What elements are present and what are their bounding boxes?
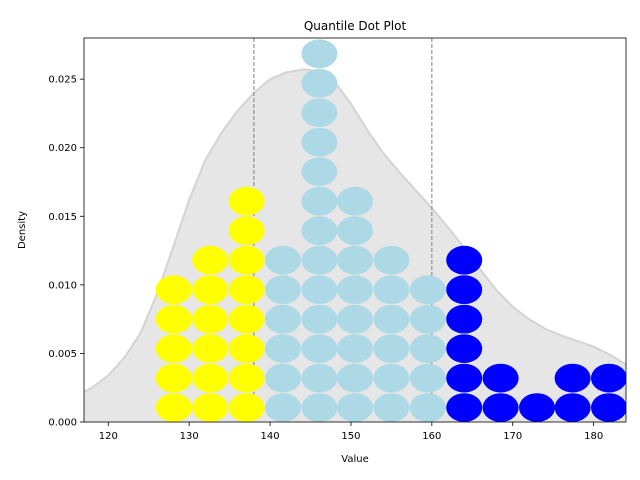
dot-middle-stack0-5 (265, 245, 301, 275)
dot-high-stack2-0 (519, 393, 556, 422)
dot-middle-stack0-4 (265, 275, 301, 305)
dot-low-stack2-2 (228, 334, 265, 364)
dot-low-stack0-0 (155, 393, 192, 422)
x-tick-label: 180 (584, 431, 603, 442)
dot-middle-stack3-4 (373, 275, 410, 305)
dot-middle-stack4-0 (409, 393, 446, 422)
dot-middle-stack4-3 (409, 304, 446, 334)
dot-middle-stack1-2 (301, 334, 338, 364)
dot-middle-stack0-1 (265, 363, 301, 393)
dot-middle-stack1-5 (301, 245, 338, 275)
x-tick-label: 160 (422, 431, 441, 442)
dot-middle-stack2-5 (337, 245, 373, 275)
x-axis: 120 130 140 150 160 170 180 (99, 422, 603, 442)
y-tick-label: 0.015 (48, 212, 77, 223)
dot-low-stack2-4 (228, 275, 265, 305)
dot-middle-stack3-5 (373, 245, 410, 275)
dot-middle-stack3-0 (373, 393, 410, 422)
x-tick-label: 140 (261, 431, 280, 442)
dot-middle-stack3-3 (373, 304, 410, 334)
dot-low-stack1-5 (192, 245, 229, 275)
dot-low-stack2-5 (228, 245, 265, 275)
dot-middle-stack2-6 (337, 216, 373, 246)
dot-high-stack3-1 (554, 363, 591, 393)
dot-middle-stack1-12 (301, 39, 338, 69)
dot-high-stack0-1 (446, 363, 483, 393)
dot-low-stack1-2 (192, 334, 229, 364)
dot-middle-stack1-7 (301, 186, 338, 216)
dot-high-stack1-1 (482, 363, 519, 393)
y-tick-label: 0.025 (48, 75, 77, 86)
dot-low-stack0-3 (155, 304, 192, 334)
dot-middle-stack4-2 (409, 334, 446, 364)
dot-high-stack3-0 (554, 393, 591, 422)
dot-middle-stack2-2 (337, 334, 373, 364)
dot-middle-stack2-0 (337, 393, 373, 422)
y-tick-label: 0.005 (48, 349, 77, 360)
x-tick-label: 150 (341, 431, 360, 442)
plot-area (84, 38, 626, 422)
dot-low-stack0-4 (155, 275, 192, 305)
dot-middle-stack2-3 (337, 304, 373, 334)
dot-middle-stack1-1 (301, 363, 338, 393)
dot-low-stack2-1 (228, 363, 265, 393)
dot-middle-stack4-4 (409, 275, 446, 305)
dot-middle-stack2-7 (337, 186, 373, 216)
plot-frame (83, 37, 627, 423)
dot-middle-stack1-6 (301, 216, 338, 246)
dot-middle-stack3-2 (373, 334, 410, 364)
dot-low-stack2-3 (228, 304, 265, 334)
dot-middle-stack2-1 (337, 363, 373, 393)
dot-middle-stack4-1 (409, 363, 446, 393)
density-curve-line (84, 68, 626, 393)
dot-middle-stack0-0 (265, 393, 301, 422)
dot-low-stack0-1 (155, 363, 192, 393)
dot-middle-stack1-8 (301, 157, 338, 187)
dot-middle-stack1-11 (301, 68, 338, 98)
dot-middle-stack1-9 (301, 127, 338, 157)
dot-middle-stack0-2 (265, 334, 301, 364)
x-axis-title: Value (341, 454, 368, 465)
dot-middle-stack3-1 (373, 363, 410, 393)
dot-middle-stack0-3 (265, 304, 301, 334)
density-area (84, 69, 626, 422)
dot-middle-stack1-4 (301, 275, 338, 305)
dot-high-stack1-0 (482, 393, 519, 422)
dot-middle-stack1-0 (301, 393, 338, 422)
dot-high-stack0-2 (446, 334, 483, 364)
dot-low-stack0-2 (155, 334, 192, 364)
y-axis: 0.000 0.005 0.010 0.015 0.020 0.025 (48, 75, 84, 429)
quantile-dots (155, 39, 626, 422)
dot-low-stack1-1 (192, 363, 229, 393)
dot-middle-stack1-3 (301, 304, 338, 334)
dot-middle-stack1-10 (301, 98, 338, 128)
y-axis-title: Density (17, 211, 28, 249)
dot-middle-stack2-4 (337, 275, 373, 305)
x-tick-label: 130 (180, 431, 199, 442)
x-tick-label: 120 (99, 431, 118, 442)
dot-low-stack1-0 (192, 393, 229, 422)
dot-low-stack2-6 (228, 216, 265, 246)
y-tick-label: 0.010 (48, 280, 77, 291)
chart-title: Quantile Dot Plot (304, 19, 407, 33)
dot-high-stack0-4 (446, 275, 483, 305)
dot-low-stack2-7 (228, 186, 265, 216)
dot-high-stack0-5 (446, 245, 483, 275)
dot-high-stack4-1 (591, 363, 626, 393)
dot-low-stack1-3 (192, 304, 229, 334)
dot-high-stack4-0 (591, 393, 626, 422)
dot-high-stack0-0 (446, 393, 483, 422)
y-tick-label: 0.000 (48, 418, 77, 429)
dot-high-stack0-3 (446, 304, 483, 334)
dot-low-stack2-0 (228, 393, 265, 422)
dot-low-stack1-4 (192, 275, 229, 305)
y-tick-label: 0.020 (48, 143, 77, 154)
x-tick-label: 170 (503, 431, 522, 442)
